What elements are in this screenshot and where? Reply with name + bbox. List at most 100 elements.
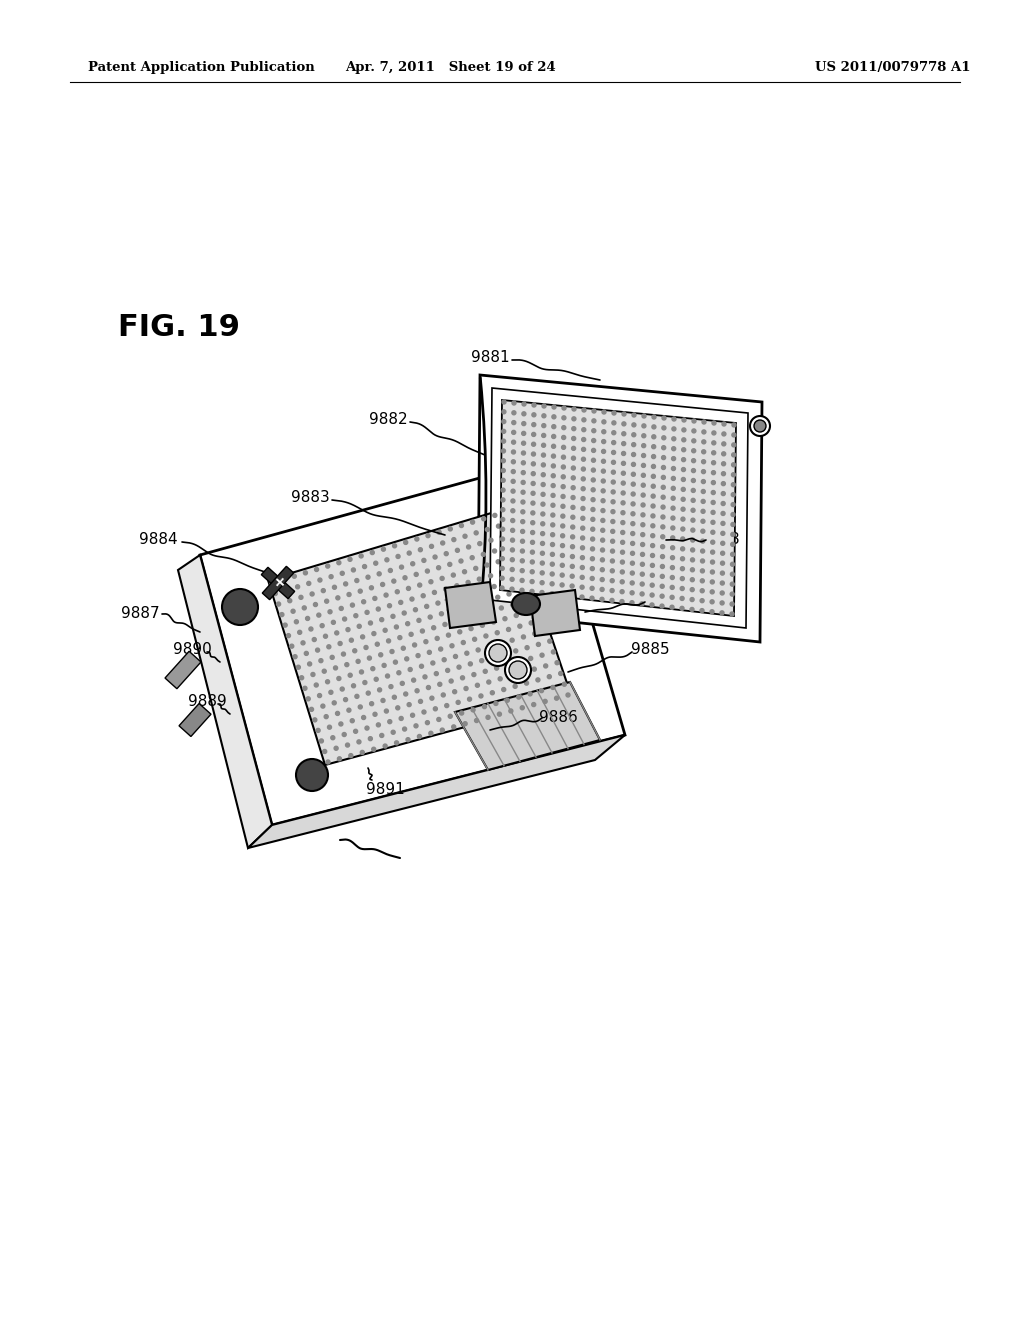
Circle shape xyxy=(394,624,398,630)
Circle shape xyxy=(732,433,736,437)
Circle shape xyxy=(504,510,508,513)
Circle shape xyxy=(404,657,409,661)
Circle shape xyxy=(372,631,376,636)
Circle shape xyxy=(412,678,416,682)
Circle shape xyxy=(377,723,380,727)
Circle shape xyxy=(721,561,725,565)
Circle shape xyxy=(352,648,356,653)
Circle shape xyxy=(511,450,515,454)
Circle shape xyxy=(369,737,373,741)
Circle shape xyxy=(590,586,594,590)
Circle shape xyxy=(681,487,685,491)
Circle shape xyxy=(681,507,685,511)
Circle shape xyxy=(303,686,307,690)
Circle shape xyxy=(690,548,694,552)
Circle shape xyxy=(381,548,385,552)
Circle shape xyxy=(520,549,524,553)
Text: US 2011/0079778 A1: US 2011/0079778 A1 xyxy=(815,62,971,74)
Circle shape xyxy=(331,735,335,739)
Circle shape xyxy=(730,582,734,586)
Circle shape xyxy=(691,458,695,463)
Circle shape xyxy=(530,531,535,535)
Circle shape xyxy=(492,656,495,660)
Circle shape xyxy=(486,715,490,719)
Circle shape xyxy=(650,553,654,557)
Circle shape xyxy=(477,577,481,581)
Circle shape xyxy=(592,458,596,462)
Circle shape xyxy=(541,532,545,536)
Circle shape xyxy=(370,586,374,590)
Circle shape xyxy=(500,566,504,570)
Circle shape xyxy=(485,564,488,568)
Circle shape xyxy=(622,422,626,426)
Circle shape xyxy=(493,513,497,517)
Circle shape xyxy=(642,454,645,458)
Text: 9889: 9889 xyxy=(187,694,226,710)
Circle shape xyxy=(610,598,614,602)
Circle shape xyxy=(601,499,605,503)
Circle shape xyxy=(731,543,735,546)
Circle shape xyxy=(552,414,556,418)
Circle shape xyxy=(493,549,497,553)
Circle shape xyxy=(582,418,586,422)
Polygon shape xyxy=(200,459,625,825)
Circle shape xyxy=(631,521,635,525)
Circle shape xyxy=(542,404,546,408)
Circle shape xyxy=(682,428,686,432)
Circle shape xyxy=(500,606,504,610)
Circle shape xyxy=(338,642,342,645)
Circle shape xyxy=(551,552,554,556)
Circle shape xyxy=(542,473,545,477)
Text: 9891: 9891 xyxy=(366,783,404,797)
Circle shape xyxy=(367,692,371,696)
Circle shape xyxy=(754,420,766,432)
Circle shape xyxy=(296,759,328,791)
Circle shape xyxy=(338,756,341,760)
Circle shape xyxy=(650,603,654,607)
Circle shape xyxy=(307,581,310,586)
Circle shape xyxy=(520,540,524,544)
Circle shape xyxy=(534,597,538,601)
Circle shape xyxy=(301,642,305,645)
Circle shape xyxy=(541,541,545,545)
Circle shape xyxy=(521,500,525,504)
Circle shape xyxy=(541,561,545,565)
Circle shape xyxy=(287,634,291,638)
Circle shape xyxy=(552,434,556,438)
Circle shape xyxy=(510,673,514,677)
Circle shape xyxy=(518,553,522,557)
Circle shape xyxy=(682,447,686,451)
Circle shape xyxy=(570,545,574,549)
Circle shape xyxy=(290,644,294,648)
Circle shape xyxy=(540,653,544,657)
Circle shape xyxy=(346,627,350,631)
Circle shape xyxy=(544,628,548,632)
Circle shape xyxy=(429,579,433,583)
Circle shape xyxy=(467,545,471,549)
Circle shape xyxy=(307,661,311,667)
Circle shape xyxy=(510,638,514,643)
Circle shape xyxy=(522,403,526,407)
Circle shape xyxy=(407,586,411,590)
Circle shape xyxy=(411,713,415,717)
Circle shape xyxy=(463,722,467,726)
Circle shape xyxy=(528,692,532,696)
Circle shape xyxy=(293,655,297,659)
Circle shape xyxy=(452,573,456,577)
Circle shape xyxy=(547,675,551,678)
Circle shape xyxy=(470,556,474,560)
Circle shape xyxy=(488,539,493,543)
Circle shape xyxy=(671,585,674,590)
Circle shape xyxy=(391,614,395,618)
Circle shape xyxy=(455,583,459,587)
Circle shape xyxy=(662,495,666,499)
Circle shape xyxy=(731,483,735,487)
Circle shape xyxy=(721,502,725,506)
Circle shape xyxy=(592,438,596,442)
Circle shape xyxy=(392,696,396,700)
Circle shape xyxy=(381,582,385,586)
Circle shape xyxy=(361,599,366,603)
Circle shape xyxy=(392,579,396,583)
Circle shape xyxy=(570,535,574,539)
Circle shape xyxy=(521,461,525,465)
